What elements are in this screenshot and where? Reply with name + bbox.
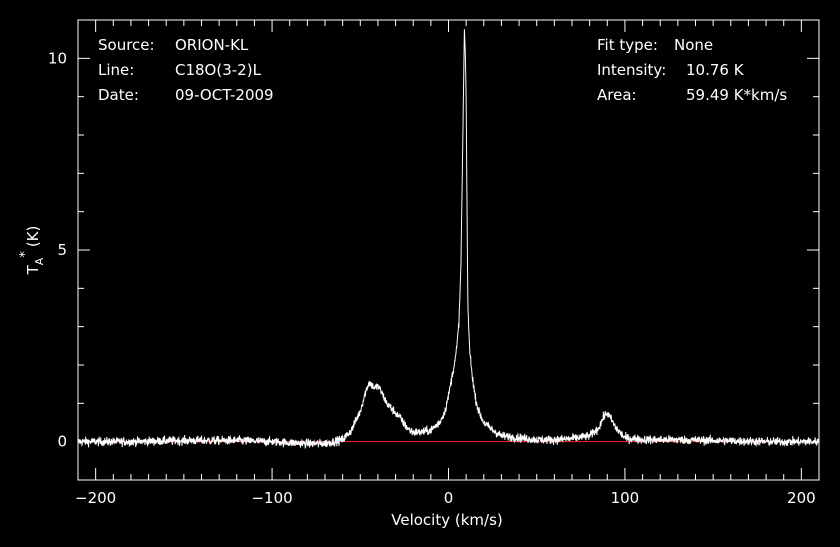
- y-tick-label: 0: [57, 433, 67, 451]
- svg-text:TA*(K): TA* (K): [18, 226, 46, 276]
- source-value: ORION-KL: [175, 36, 249, 54]
- date-value: 09-OCT-2009: [175, 86, 274, 104]
- y-axis-label-symbol: T: [24, 264, 42, 275]
- fit-type-label: Fit type:: [597, 36, 658, 54]
- x-tick-label: −100: [251, 489, 292, 507]
- y-axis-label-unit: (K): [24, 226, 42, 248]
- axis-tick-labels: −200 −100 0 100 200 0 5 10: [48, 49, 816, 507]
- date-label: Date:: [98, 86, 139, 104]
- area-label: Area:: [597, 86, 637, 104]
- spectrum-series-line: [77, 29, 820, 449]
- intensity-label: Intensity:: [597, 61, 666, 79]
- source-label: Source:: [98, 36, 155, 54]
- y-axis-label-subscript: A: [33, 257, 46, 265]
- y-axis-label-superscript: *: [18, 251, 33, 258]
- line-label: Line:: [98, 61, 134, 79]
- axis-ticks: [78, 19, 819, 481]
- intensity-value: 10.76 K: [686, 61, 745, 79]
- y-tick-label: 5: [57, 241, 67, 259]
- x-tick-label: 0: [444, 489, 454, 507]
- x-tick-label: −200: [75, 489, 116, 507]
- fit-type-value: None: [674, 36, 713, 54]
- y-axis-label: TA* (K): [18, 226, 46, 276]
- x-tick-label: 100: [611, 489, 640, 507]
- x-axis-label: Velocity (km/s): [391, 511, 502, 529]
- x-tick-label: 200: [787, 489, 816, 507]
- y-tick-label: 10: [48, 49, 67, 67]
- line-value: C18O(3-2)L: [175, 61, 262, 79]
- area-value: 59.49 K*km/s: [686, 86, 787, 104]
